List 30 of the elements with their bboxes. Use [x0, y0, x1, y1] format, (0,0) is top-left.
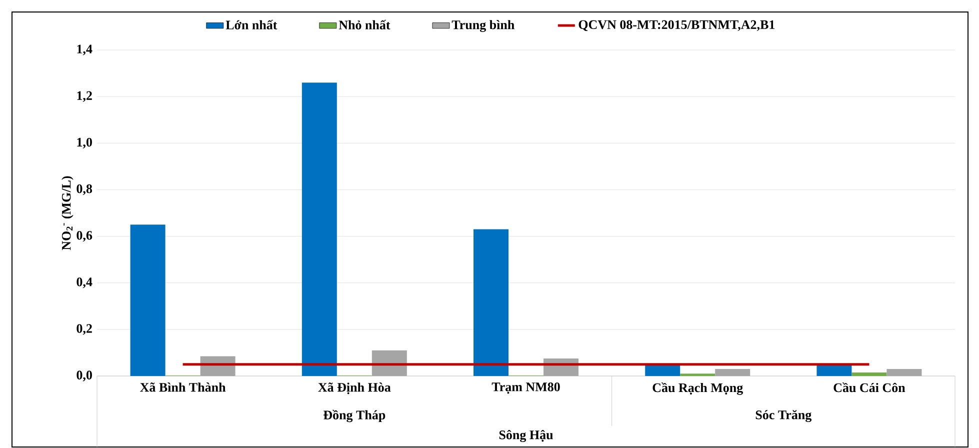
y-tick-label: 1,0 [77, 138, 92, 148]
bar [715, 369, 750, 376]
legend-label: Lớn nhất [226, 20, 278, 30]
legend-label: Nhỏ nhất [338, 20, 390, 30]
bar [852, 372, 887, 376]
y-tick-label: 1,2 [77, 91, 92, 102]
x-tick-label: Cầu Rạch Mọng [652, 382, 743, 395]
bar [645, 364, 680, 376]
text: Đồng Tháp [323, 410, 386, 422]
y-tick-label: 1,4 [77, 44, 92, 56]
legend-label: Trung bình [452, 20, 514, 32]
bar [130, 224, 166, 376]
y-tick-label: 0,4 [76, 278, 92, 288]
x-tick-label: Xã Định Hòa [318, 382, 391, 394]
text: Sông Hậu [499, 430, 553, 442]
x-tick-label: Trạm NM80 [492, 382, 560, 394]
x-tick-label: Xã Bình Thành [140, 382, 226, 392]
y-tick-label: 0,8 [76, 184, 92, 196]
y-tick-label: 0,2 [76, 324, 92, 335]
bar [474, 229, 509, 376]
x-tick-label: Cầu Cái Côn [834, 382, 906, 392]
bar [816, 364, 852, 376]
legend-label: QCVN 08-MT:2015/BTNMT,A2,B1 [578, 20, 775, 32]
bar [886, 369, 922, 376]
bar [372, 350, 407, 376]
y-axis-title: NO$_{2}$$^{-}$ (MG/L) [62, 176, 74, 250]
y-tick-label: 0,0 [76, 370, 92, 382]
text: Sóc Trăng [756, 410, 812, 422]
bar [302, 82, 337, 376]
y-tick-label: 0,6 [76, 230, 92, 242]
